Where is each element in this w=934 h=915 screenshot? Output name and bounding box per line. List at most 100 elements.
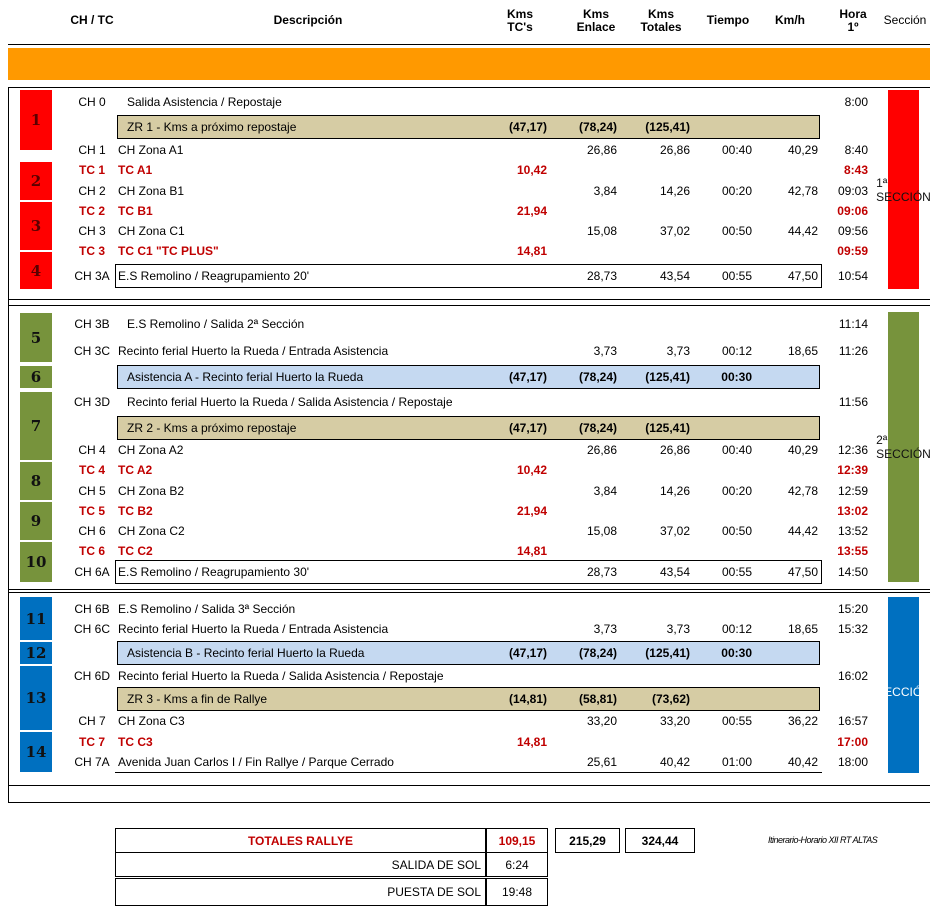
cell-kmh: 47,50: [787, 269, 818, 283]
ch-code: CH 3A: [74, 269, 110, 283]
cell-enlace: 26,86: [586, 143, 617, 157]
cell-hora: 11:56: [838, 395, 868, 409]
cell-hora: 8:00: [844, 95, 868, 109]
header-rule: [8, 44, 930, 45]
header-text: Hora: [839, 7, 867, 21]
ch-code: CH 3C: [73, 344, 110, 358]
cell-hora: 12:59: [837, 484, 868, 498]
cell-enlace: (78,24): [578, 646, 617, 660]
header-cell: Sección: [880, 14, 930, 27]
stage-number: 2: [20, 162, 52, 200]
orange-band: [8, 48, 930, 80]
description: E.S Remolino / Salida 2ª Sección: [127, 317, 305, 331]
cell-enlace: 3,73: [593, 344, 617, 358]
header-text: Km/h: [775, 13, 805, 27]
zr-band: [117, 115, 820, 139]
boxed-row: [115, 264, 822, 288]
cell-kmh: 44,42: [787, 224, 818, 238]
description: Asistencia A - Recinto ferial Huerto la …: [127, 370, 364, 384]
ch-code: CH 6C: [73, 622, 110, 636]
cell-totales: 43,54: [659, 565, 690, 579]
cell-totales: 33,20: [659, 714, 690, 728]
cell-hora: 09:06: [837, 204, 868, 218]
description: TC A2: [118, 463, 153, 477]
section-label-text: 1ª SECCIÓN: [876, 175, 931, 204]
cell-totales: 37,02: [659, 524, 690, 538]
sun-label: SALIDA DE SOL: [115, 852, 486, 877]
ch-code: CH 3: [78, 224, 106, 238]
row-underline: [115, 772, 822, 773]
cell-tiempo: 00:55: [721, 714, 752, 728]
description: ZR 1 - Kms a próximo repostaje: [127, 120, 297, 134]
cell-tiempo: 00:50: [721, 524, 752, 538]
cell-hora: 12:36: [837, 443, 868, 457]
description: CH Zona C2: [118, 524, 185, 538]
cell-totales: (125,41): [645, 120, 690, 134]
cell-enlace: 3,84: [593, 484, 617, 498]
cell-hora: 16:02: [837, 669, 868, 683]
ch-code: CH 7A: [74, 755, 110, 769]
cell-hora: 11:14: [838, 317, 868, 331]
cell-hora: 16:57: [837, 714, 868, 728]
cell-totales: 3,73: [666, 622, 690, 636]
description: CH Zona C3: [118, 714, 185, 728]
description: TC C3: [118, 735, 153, 749]
stage-number: 3: [20, 202, 52, 250]
cell-totales: (125,41): [645, 421, 690, 435]
description: E.S Remolino / Salida 3ª Sección: [118, 602, 296, 616]
sun-value: 19:48: [486, 878, 548, 906]
ch-code: TC 6: [78, 544, 105, 558]
cell-tcs: 21,94: [516, 204, 547, 218]
description: Recinto ferial Huerto la Rueda / Entrada…: [118, 344, 389, 358]
description: ZR 3 - Kms a fin de Rallye: [127, 692, 268, 706]
cell-kmh: 44,42: [787, 524, 818, 538]
cell-tiempo: 00:40: [721, 443, 752, 457]
cell-hora: 10:54: [837, 269, 868, 283]
cell-totales: 43,54: [659, 269, 690, 283]
cell-hora: 17:00: [837, 735, 868, 749]
ch-code: CH 3B: [74, 317, 110, 331]
description: CH Zona A1: [118, 143, 184, 157]
header-text: Tiempo: [706, 13, 750, 27]
section-label: 3ª SECCIÓN: [876, 597, 931, 773]
header-text: Kms: [647, 7, 674, 21]
cell-enlace: 25,61: [586, 755, 617, 769]
description: Asistencia B - Recinto ferial Huerto la …: [127, 646, 365, 660]
cell-kmh: 18,65: [787, 344, 818, 358]
cell-tcs: (47,17): [508, 421, 547, 435]
assistance-band: [117, 641, 820, 665]
ch-code: CH 3D: [73, 395, 110, 409]
ch-code: CH 6D: [73, 669, 110, 683]
cell-tiempo: 00:50: [721, 224, 752, 238]
cell-kmh: 42,78: [787, 484, 818, 498]
cell-totales: (73,62): [651, 692, 690, 706]
cell-tcs: (47,17): [508, 370, 547, 384]
stage-number: 5: [20, 313, 52, 362]
zr-band: [117, 687, 820, 711]
cell-hora: 13:55: [837, 544, 868, 558]
header-text: TC's: [507, 20, 533, 34]
section-frame: [8, 592, 930, 786]
assistance-band: [117, 365, 820, 389]
cell-kmh: 42,78: [787, 184, 818, 198]
cell-totales: 40,42: [659, 755, 690, 769]
stage-number: 1: [20, 90, 52, 150]
cell-totales: 14,26: [659, 184, 690, 198]
cell-hora: 13:52: [837, 524, 868, 538]
cell-hora: 11:26: [838, 344, 868, 358]
cell-tcs: 14,81: [516, 735, 547, 749]
section-frame: [8, 87, 930, 300]
cell-hora: 09:03: [837, 184, 868, 198]
description: Recinto ferial Huerto la Rueda / Salida …: [127, 395, 453, 409]
description: ZR 2 - Kms a próximo repostaje: [127, 421, 297, 435]
cell-enlace: 33,20: [586, 714, 617, 728]
header-text: Kms: [582, 7, 609, 21]
ch-code: CH 0: [78, 95, 106, 109]
cell-hora: 14:50: [837, 565, 868, 579]
stage-number: 10: [20, 542, 52, 582]
description: E.S Remolino / Reagrupamiento 20': [118, 269, 310, 283]
header-cell: Kms TC's: [495, 8, 545, 34]
cell-enlace: 15,08: [586, 524, 617, 538]
cell-tiempo: 00:40: [721, 143, 752, 157]
stage-number: 12: [20, 642, 52, 664]
